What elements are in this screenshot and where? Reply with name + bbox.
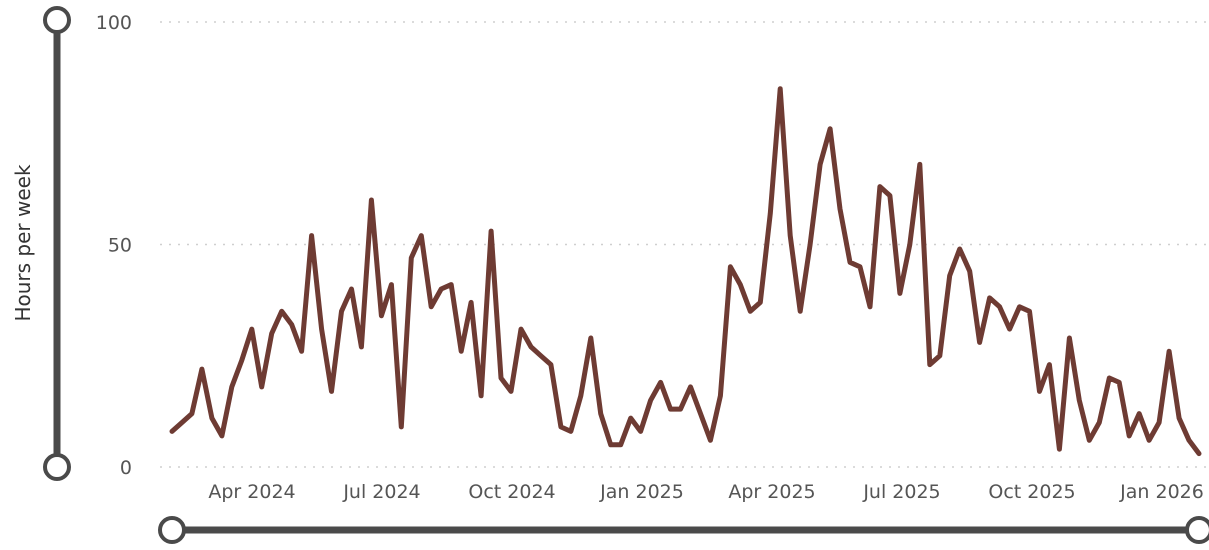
y-tick-label: 50	[108, 235, 132, 257]
series-layer	[169, 86, 1202, 457]
y-range-slider-top-handle[interactable]	[43, 6, 71, 34]
x-tick-label: Apr 2024	[208, 481, 295, 503]
x-tick-label: Jan 2025	[599, 481, 684, 503]
x-tick-label: Jul 2024	[342, 481, 420, 503]
x-tick-label: Oct 2025	[988, 481, 1075, 503]
y-tick-label: 0	[120, 457, 132, 479]
x-tick-label: Apr 2025	[728, 481, 815, 503]
series-line	[169, 86, 1202, 457]
x-tick-label: Oct 2024	[468, 481, 555, 503]
x-tick-label: Jul 2025	[862, 481, 940, 503]
x-tick-label: Jan 2026	[1119, 481, 1204, 503]
x-range-slider-left-handle[interactable]	[158, 516, 186, 544]
y-tick-label: 100	[96, 12, 132, 34]
x-axis-ticks: Apr 2024 Jul 2024 Oct 2024 Jan 2025 Apr 2025…	[208, 481, 1203, 503]
y-axis-title: Hours per week	[11, 164, 35, 321]
gridlines	[160, 21, 1209, 468]
y-axis-ticks: 0 50 100	[96, 12, 132, 479]
y-range-slider-bottom-handle[interactable]	[43, 453, 71, 481]
x-range-slider-right-handle[interactable]	[1185, 516, 1209, 544]
